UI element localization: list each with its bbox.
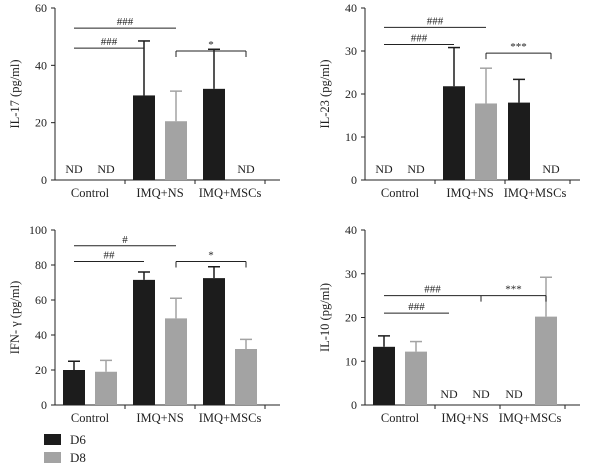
y-axis-label: IL-17 (pg/ml) — [8, 59, 22, 128]
category-label: Control — [71, 186, 110, 200]
significance-label: * — [208, 250, 214, 262]
significance-label: ### — [427, 15, 444, 27]
y-tick-label: 40 — [345, 1, 357, 15]
legend-swatch-d6 — [44, 434, 61, 445]
chart-panel-3: 0 20 40 60 80 100 IFN- γ (pg/ml) Control IMQ+NS I… — [8, 223, 280, 425]
category-label: IMQ+NS — [136, 186, 183, 200]
chart-panel-2: 0 10 20 30 40 IL-23 (pg/ml) Control IMQ+NS IMQ+M… — [318, 1, 580, 200]
category-label: IMQ+MSCs — [504, 186, 567, 200]
category-label: IMQ+MSCs — [499, 411, 562, 425]
significance-label: *** — [505, 284, 522, 296]
bar-d8 — [165, 318, 187, 405]
significance-label: * — [208, 39, 214, 51]
y-axis-label: IL-23 (pg/ml) — [318, 59, 332, 128]
category-label: IMQ+NS — [136, 411, 183, 425]
y-tick-label: 30 — [345, 44, 357, 58]
bar-d8 — [95, 371, 117, 405]
bar-d8 — [475, 103, 497, 180]
y-tick-label: 40 — [345, 223, 357, 237]
category-label: Control — [381, 411, 420, 425]
significance-label: ### — [411, 33, 428, 45]
significance-label: *** — [510, 41, 527, 53]
y-tick-label: 60 — [35, 1, 47, 15]
y-axis-label: IFN- γ (pg/ml) — [8, 281, 22, 355]
significance-label: ### — [424, 284, 441, 296]
category-label: IMQ+NS — [441, 411, 488, 425]
significance-label: ### — [408, 301, 425, 313]
bar-d6 — [133, 279, 155, 405]
legend-label-d8: D8 — [70, 450, 86, 465]
nd-label: ND — [542, 162, 560, 176]
category-label: Control — [71, 411, 110, 425]
chart-panel-1: 0 20 40 60 IL-17 (pg/ml) Control IMQ+NS IMQ+MSC… — [8, 1, 280, 200]
y-tick-label: 20 — [35, 116, 47, 130]
nd-label: ND — [505, 387, 523, 401]
y-tick-label: 10 — [345, 354, 357, 368]
y-tick-label: 30 — [345, 267, 357, 281]
y-tick-label: 20 — [35, 363, 47, 377]
significance-label: ### — [117, 16, 134, 28]
y-tick-label: 0 — [41, 173, 47, 187]
y-tick-label: 20 — [345, 311, 357, 325]
bar-d6 — [133, 95, 155, 180]
y-tick-label: 20 — [345, 87, 357, 101]
legend-label-d6: D6 — [70, 432, 86, 447]
category-label: IMQ+NS — [446, 186, 493, 200]
legend: D6 D8 — [44, 432, 86, 465]
y-tick-label: 0 — [351, 398, 357, 412]
chart-panel-4: 0 10 20 30 40 IL-10 (pg/ml) Control IMQ+NS IMQ+M… — [318, 223, 580, 425]
y-tick-label: 100 — [29, 223, 47, 237]
category-label: IMQ+MSCs — [199, 186, 262, 200]
nd-label: ND — [440, 387, 458, 401]
significance-label: ## — [104, 250, 116, 262]
nd-label: ND — [97, 162, 115, 176]
y-tick-label: 10 — [345, 130, 357, 144]
legend-swatch-d8 — [44, 452, 61, 463]
bar-d8 — [235, 349, 257, 405]
y-tick-label: 0 — [41, 398, 47, 412]
y-tick-label: 60 — [35, 293, 47, 307]
y-tick-label: 40 — [35, 58, 47, 72]
nd-label: ND — [407, 162, 425, 176]
bar-d6 — [203, 278, 225, 405]
nd-label: ND — [375, 162, 393, 176]
nd-label: ND — [472, 387, 490, 401]
y-axis-label: IL-10 (pg/ml) — [318, 283, 332, 352]
bar-d6 — [203, 88, 225, 180]
bar-d8 — [405, 351, 427, 405]
category-label: IMQ+MSCs — [199, 411, 262, 425]
bar-d8 — [165, 121, 187, 180]
nd-label: ND — [65, 162, 83, 176]
y-tick-label: 80 — [35, 258, 47, 272]
bar-d6 — [63, 370, 85, 405]
bar-d6 — [443, 86, 465, 180]
category-label: Control — [381, 186, 420, 200]
significance-label: ### — [101, 36, 118, 48]
bar-d6 — [373, 346, 395, 405]
significance-label: # — [122, 234, 128, 246]
bar-d8 — [535, 316, 557, 405]
bar-d6 — [508, 102, 530, 180]
y-tick-label: 40 — [35, 328, 47, 342]
y-tick-label: 0 — [351, 173, 357, 187]
nd-label: ND — [237, 162, 255, 176]
